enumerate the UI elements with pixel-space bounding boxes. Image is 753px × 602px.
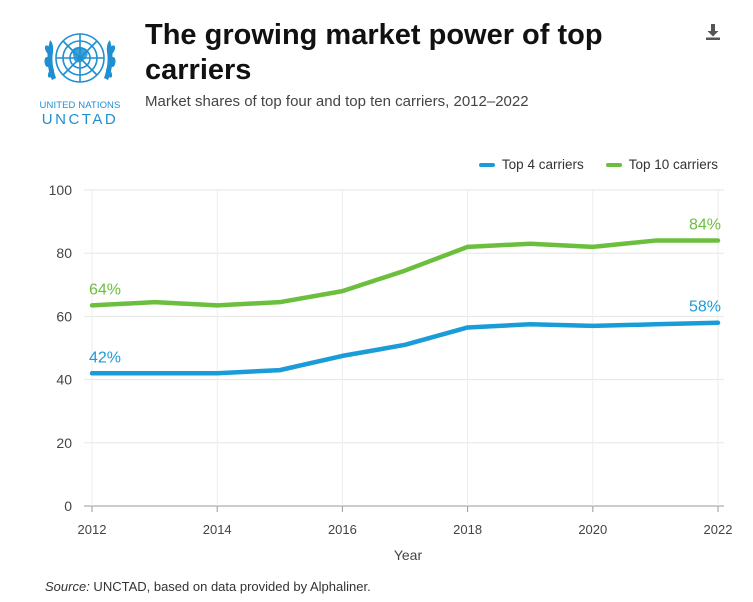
un-emblem-icon [44,33,116,83]
y-tick-label: 60 [56,308,72,324]
logo-line-united-nations: UNITED NATIONS [39,100,121,111]
y-tick-label: 20 [56,435,72,451]
data-label: 64% [89,281,121,298]
series-line-top10 [89,238,721,308]
legend-item-top4[interactable]: Top 4 carriers [478,157,584,172]
chart-legend: Top 4 carriers Top 10 carriers [478,157,718,172]
x-axis-title: Year [394,547,423,563]
x-tick-label: 2012 [78,522,107,537]
y-tick-label: 40 [56,372,72,388]
y-tick-label: 100 [49,182,73,198]
series-line-top4 [89,320,721,376]
page-title: The growing market power of top carriers [145,19,603,86]
x-tick-label: 2018 [453,522,482,537]
source-text: UNCTAD, based on data provided by Alphal… [89,579,371,594]
legend-item-top10[interactable]: Top 10 carriers [605,157,718,172]
legend-label-top4: Top 4 carriers [501,157,584,172]
data-label: 58% [689,299,721,316]
download-button[interactable] [703,22,723,42]
source-note: Source: UNCTAD, based on data provided b… [45,579,371,594]
x-tick-label: 2022 [704,522,733,537]
data-label: 84% [689,217,721,234]
y-tick-label: 80 [56,245,72,261]
y-tick-label: 0 [64,498,72,514]
x-tick-label: 2014 [203,522,232,537]
logo-line-unctad: UNCTAD [41,111,119,128]
x-tick-label: 2020 [578,522,607,537]
x-tick-label: 2016 [328,522,357,537]
legend-label-top10: Top 10 carriers [628,157,718,172]
legend-swatch-top10 [605,162,622,167]
download-icon [706,24,720,40]
data-label: 42% [89,349,121,366]
unctad-logo: UNITED NATIONS UNCTAD [38,22,122,132]
page-subtitle: Market shares of top four and top ten ca… [145,93,529,110]
legend-swatch-top4 [478,162,495,167]
source-label: Source: [45,579,90,594]
